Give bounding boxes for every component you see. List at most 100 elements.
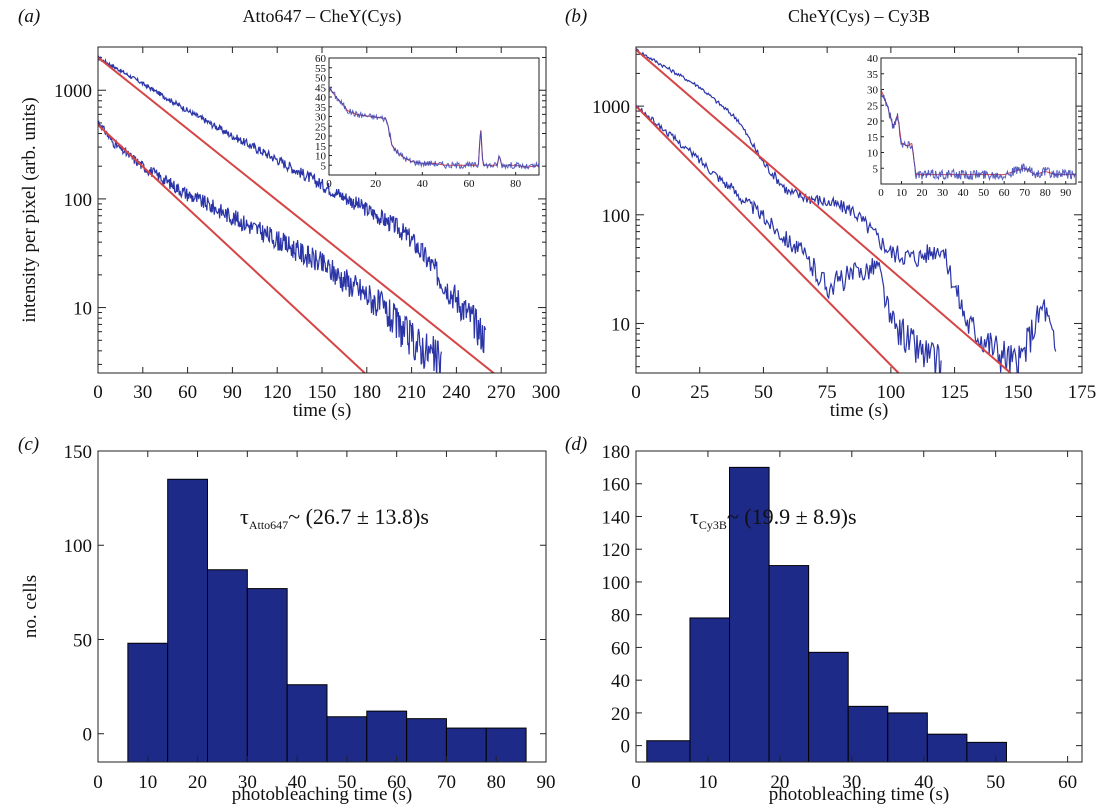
y-tick-label: 20 [611, 704, 630, 725]
x-tick-label: 40 [914, 772, 933, 793]
fit-line [636, 105, 900, 373]
inset-frame [880, 57, 1077, 185]
y-tick-label: 40 [611, 671, 630, 692]
inset-y-tick-label: 5 [321, 160, 327, 172]
x-tick-label: 120 [263, 382, 292, 403]
panel-label: (a) [18, 6, 40, 27]
inset-y-tick-label: 40 [867, 53, 879, 65]
inset-x-tick-label: 80 [1040, 187, 1052, 199]
inset-y-tick-label: 30 [867, 85, 879, 97]
histogram-bar [768, 565, 810, 763]
y-tick-label: 140 [602, 507, 631, 528]
y-axis-label: intensity per pixel (arb. units) [19, 97, 40, 322]
y-tick-label: 100 [64, 190, 93, 211]
inset-x-tick-label: 50 [978, 187, 990, 199]
y-tick-label: 80 [611, 606, 630, 627]
tau-subscript: Cy3B [699, 518, 727, 532]
y-tick-label: 180 [602, 442, 631, 463]
panel-label: (d) [565, 434, 587, 455]
inset-x-tick-label: 80 [510, 178, 522, 190]
x-tick-label: 10 [138, 772, 157, 793]
plot-frame [635, 450, 1083, 763]
inset-y-tick-label: 35 [315, 102, 327, 114]
histogram-bar [847, 705, 889, 763]
y-tick-label: 100 [602, 573, 631, 594]
x-tick-label: 125 [940, 382, 969, 403]
tau-annotation: τAtto647~ (26.7 ± 13.8)s [240, 504, 429, 532]
inset-x-tick-label: 40 [958, 187, 970, 199]
inset-data-trace [881, 86, 1076, 182]
x-tick-label: 80 [487, 772, 506, 793]
tau-value: ~ (26.7 ± 13.8)s [288, 504, 429, 529]
x-axis-label: photobleaching time (s) [232, 784, 412, 805]
x-tick-label: 60 [387, 772, 406, 793]
inset-y-tick-label: 35 [867, 69, 879, 81]
histogram-bar [286, 684, 328, 763]
histogram-bar [887, 712, 928, 763]
x-tick-label: 60 [1058, 772, 1077, 793]
x-tick-label: 0 [631, 382, 641, 403]
data-trace [636, 48, 1057, 373]
histogram-bar [326, 716, 368, 763]
x-tick-label: 75 [818, 382, 837, 403]
x-tick-label: 180 [353, 382, 382, 403]
tau-annotation: τCy3B~ (19.9 ± 8.9)s [690, 504, 857, 532]
y-axis-label: no. cells [20, 575, 41, 638]
plot-frame [97, 46, 547, 374]
inset-y-tick-label: 25 [867, 100, 879, 112]
histogram-bar [646, 740, 691, 763]
inset-x-tick-label: 60 [464, 178, 476, 190]
histogram-bar [485, 727, 527, 763]
x-tick-label: 300 [532, 382, 561, 403]
x-tick-label: 100 [877, 382, 906, 403]
inset-x-tick-label: 90 [1060, 187, 1072, 199]
y-tick-label: 1000 [592, 97, 630, 118]
x-tick-label: 60 [178, 382, 197, 403]
x-tick-label: 270 [487, 382, 516, 403]
chart-title: CheY(Cys) – Cy3B [788, 6, 930, 27]
inset-y-tick-label: 40 [315, 92, 327, 104]
y-tick-label: 10 [73, 299, 92, 320]
y-tick-label: 160 [602, 475, 631, 496]
inset-frame [328, 57, 540, 176]
x-tick-label: 0 [93, 772, 103, 793]
x-tick-label: 240 [442, 382, 471, 403]
x-tick-label: 20 [770, 772, 789, 793]
data-trace [98, 55, 487, 354]
fit-line [98, 124, 367, 373]
x-tick-label: 50 [337, 772, 356, 793]
x-tick-label: 175 [1068, 382, 1097, 403]
tau-symbol: τ [690, 504, 699, 529]
chart-title: Atto647 – CheY(Cys) [243, 6, 402, 27]
histogram-bar [246, 588, 288, 763]
inset-x-tick-label: 30 [937, 187, 949, 199]
plot-frame [635, 46, 1083, 374]
x-tick-label: 30 [238, 772, 257, 793]
inset-x-tick-label: 0 [878, 187, 884, 199]
fit-line [98, 56, 496, 373]
y-tick-label: 150 [64, 442, 93, 463]
x-tick-label: 30 [133, 382, 152, 403]
inset-y-tick-label: 10 [867, 148, 879, 160]
inset-y-tick-label: 30 [315, 112, 327, 124]
x-tick-label: 90 [223, 382, 242, 403]
x-tick-label: 50 [986, 772, 1005, 793]
x-axis-label: photobleaching time (s) [769, 784, 949, 805]
x-tick-label: 70 [437, 772, 456, 793]
inset-y-tick-label: 55 [315, 63, 327, 75]
panel-label: (c) [18, 434, 39, 455]
inset-x-tick-label: 0 [326, 178, 332, 190]
inset-x-tick-label: 40 [417, 178, 429, 190]
inset-y-tick-label: 10 [315, 151, 327, 163]
x-tick-label: 30 [842, 772, 861, 793]
histogram-bar [445, 727, 487, 763]
x-tick-label: 90 [537, 772, 556, 793]
data-trace [98, 120, 442, 373]
inset-y-tick-label: 20 [315, 131, 327, 143]
x-axis-label: time (s) [293, 400, 352, 421]
panel-label: (b) [565, 6, 587, 27]
x-tick-label: 25 [690, 382, 709, 403]
histogram-bar [689, 617, 731, 763]
inset-x-tick-label: 20 [917, 187, 929, 199]
plot-frame [97, 450, 547, 763]
